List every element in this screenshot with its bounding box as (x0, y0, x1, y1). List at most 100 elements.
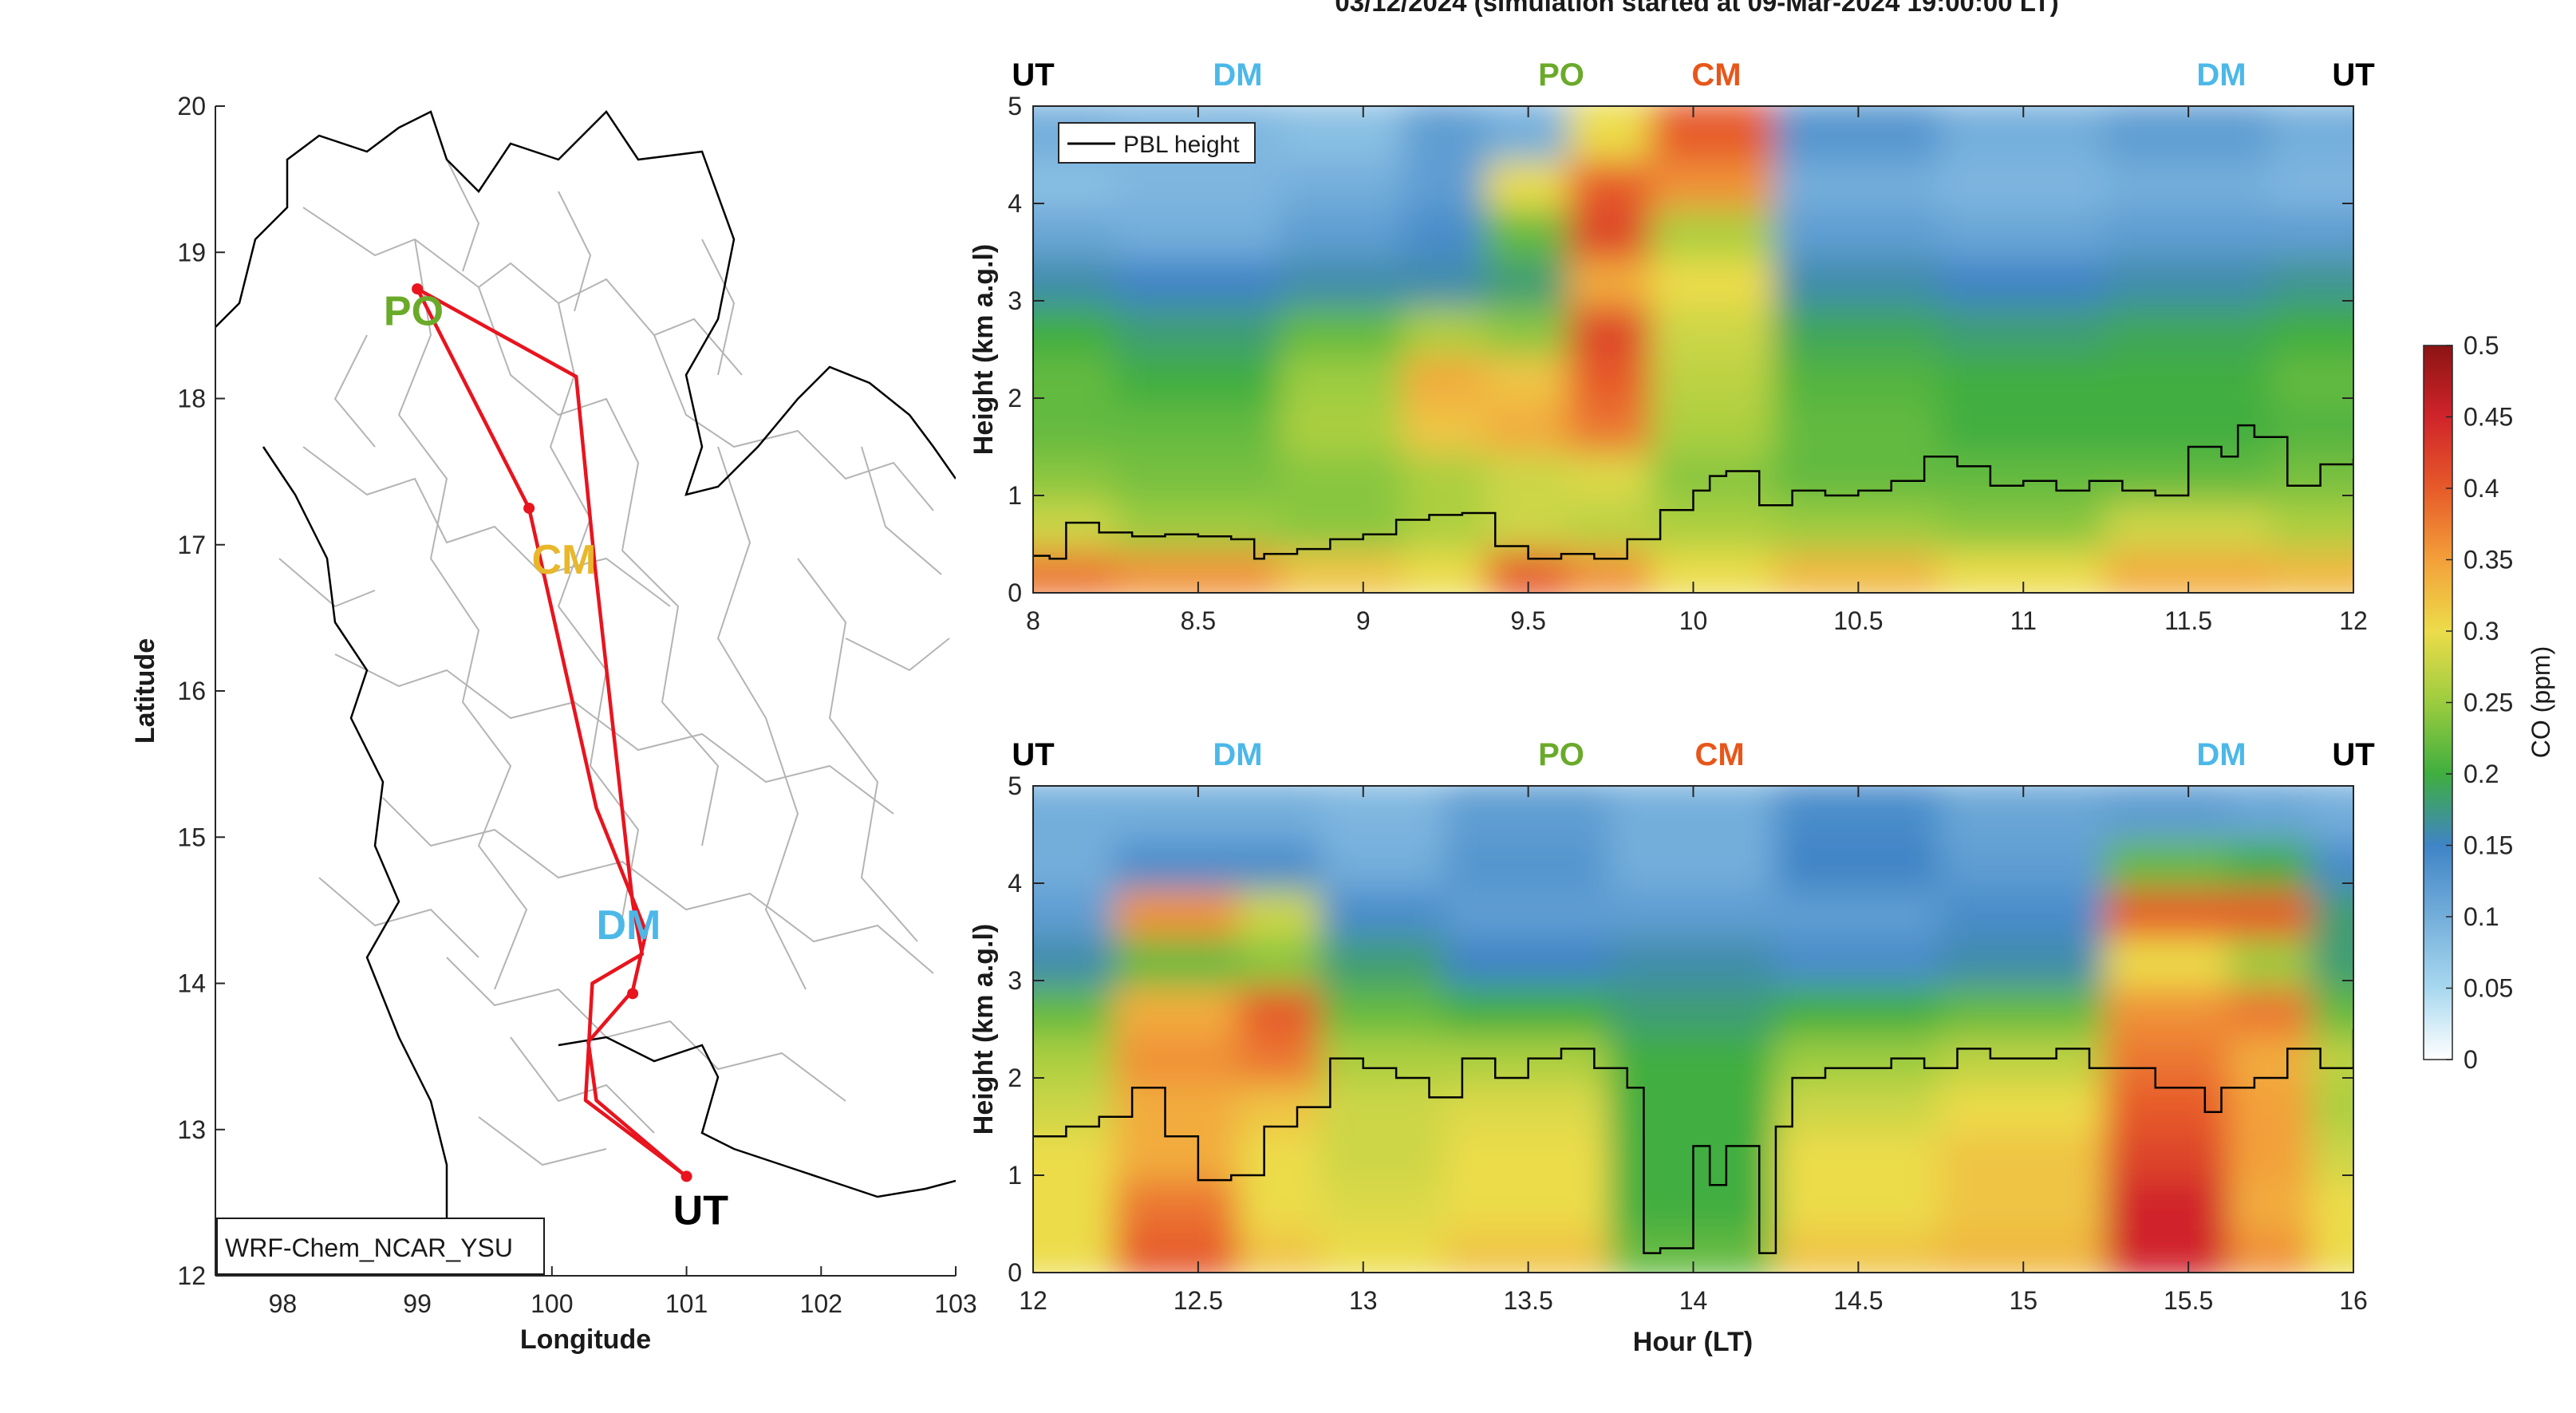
bottom-heatmap-cell (1237, 786, 1324, 842)
top-x-tick-label: 10 (1679, 606, 1708, 635)
map-y-tick-label: 12 (177, 1261, 206, 1290)
stop-labels: PO CM DM UT (384, 289, 728, 1234)
bottom-y-tick-label: 4 (1008, 869, 1022, 898)
bottom-y-ticks: 0 1 2 3 4 5 (1008, 772, 2353, 1287)
bottom-heatmap (1033, 786, 2353, 1273)
bottom-heatmap-cell (1033, 786, 1118, 842)
top-x-tick-label: 9.5 (1510, 606, 1545, 635)
bottom-y-tick-label: 1 (1008, 1161, 1022, 1190)
map-x-tick-label: 100 (531, 1289, 573, 1318)
map-y-ticks: 12 13 14 15 16 17 18 19 20 (177, 92, 956, 1290)
figure-title: 03/12/2024 (simulation started at 09-Mar… (1335, 0, 2058, 17)
colorbar-tick-label: 0.3 (2464, 617, 2499, 645)
top-heatmap-cell (2269, 106, 2353, 162)
bottom-site-label-dm: DM (1213, 737, 1262, 772)
top-heatmap-cell (1650, 106, 1777, 162)
top-site-label-cm: CM (1691, 57, 1741, 93)
map-y-tick-label: 17 (177, 531, 206, 559)
top-y-tick-label: 5 (1008, 92, 1022, 120)
top-heatmap-cells (1033, 106, 2353, 593)
bottom-y-tick-label: 5 (1008, 772, 1022, 800)
map-y-tick-label: 19 (177, 238, 206, 266)
bottom-heatmap-cell (2104, 786, 2231, 842)
colorbar-tick-label: 0.15 (2464, 831, 2513, 860)
stop-marker-po (412, 283, 424, 295)
map-stop-label-ut: UT (673, 1188, 729, 1234)
province-boundaries (278, 159, 950, 1166)
bottom-heatmap-cell (1114, 786, 1241, 842)
bottom-x-tick-label: 14 (1679, 1286, 1708, 1315)
bottom-heatmap-cell (2227, 786, 2314, 842)
bottom-x-tick-label: 13 (1349, 1286, 1378, 1315)
top-site-labels: UT DM PO CM DM UT (1012, 57, 2374, 93)
bottom-x-tick-label: 13.5 (1503, 1286, 1552, 1315)
bottom-x-tick-label: 12 (1019, 1286, 1047, 1315)
map-stop-label-po: PO (384, 289, 444, 335)
top-x-tick-label: 11 (2010, 606, 2037, 635)
map-stop-label-cm: CM (532, 537, 597, 583)
colorbar-label: CO (ppm) (2527, 646, 2555, 758)
top-x-tick-label: 8 (1026, 606, 1040, 635)
top-x-tick-label: 8.5 (1181, 606, 1216, 635)
top-pbl-line (1033, 424, 2353, 560)
colorbar-tick-label: 0.45 (2464, 403, 2513, 432)
bottom-site-labels: UT DM PO CM DM UT (1012, 737, 2374, 772)
bottom-x-tick-label: 14.5 (1833, 1286, 1883, 1315)
top-heatmap-cell (1402, 106, 1489, 162)
map-x-tick-label: 99 (403, 1289, 432, 1318)
bottom-y-label: Height (km a.g.l) (968, 924, 999, 1135)
bottom-y-tick-label: 3 (1008, 966, 1022, 995)
top-x-tick-label: 12 (2339, 606, 2368, 635)
bottom-x-tick-label: 15.5 (2164, 1286, 2213, 1315)
colorbar-tick-label: 0.5 (2464, 331, 2499, 360)
bottom-site-label-dm: DM (2196, 737, 2246, 772)
bottom-y-tick-label: 2 (1008, 1064, 1022, 1092)
map-basemap-lines (215, 110, 956, 1276)
map-x-tick-label: 102 (800, 1289, 842, 1318)
map-x-tick-label: 103 (934, 1289, 976, 1318)
top-y-tick-label: 4 (1008, 189, 1022, 218)
top-heatmap-cell (1568, 106, 1654, 162)
top-x-tick-label: 10.5 (1833, 606, 1883, 635)
colorbar-tick-label: 0.1 (2464, 902, 2499, 931)
map-x-tick-label: 101 (665, 1289, 708, 1318)
top-site-label-ut: UT (2332, 57, 2374, 93)
map-y-tick-label: 18 (177, 385, 206, 413)
top-site-label-dm: DM (1213, 57, 1262, 93)
colorbar-tick-label: 0.05 (2464, 974, 2513, 1003)
top-y-tick-label: 0 (1008, 578, 1022, 607)
top-x-tick-label: 9 (1356, 606, 1371, 635)
colorbar-tick-label: 0.35 (2464, 546, 2513, 574)
colorbar-ticks: 0 0.05 0.1 0.15 0.2 0.25 0.3 0.35 0.4 0.45 0.5 (2446, 331, 2513, 1074)
top-y-label: Height (km a.g.l) (968, 244, 999, 455)
bottom-x-ticks: 12 12.5 13 13.5 14 14.5 15 15.5 16 (1019, 786, 2368, 1315)
bottom-site-label-cm: CM (1694, 737, 1744, 772)
top-y-tick-label: 2 (1008, 384, 1022, 412)
bottom-pbl-height-line (1033, 1029, 2353, 1254)
top-pbl-height-line (1033, 424, 2353, 560)
colorbar: 0 0.05 0.1 0.15 0.2 0.25 0.3 0.35 0.4 0.45 0.5 CO … (2423, 331, 2555, 1074)
bottom-y-tick-label: 0 (1008, 1258, 1022, 1287)
map-y-label: Latitude (130, 638, 160, 744)
bottom-site-label-ut: UT (2332, 737, 2374, 772)
top-x-tick-label: 11.5 (2164, 606, 2212, 635)
top-site-label-dm: DM (2196, 57, 2246, 93)
stop-marker-ut (680, 1170, 692, 1182)
colorbar-tick-label: 0.2 (2464, 760, 2499, 788)
map-y-tick-label: 16 (177, 677, 206, 705)
bottom-heatmap-cell (1320, 786, 1448, 842)
country-border (215, 110, 956, 1276)
top-heatmap-cell (1279, 106, 1406, 162)
top-y-tick-label: 3 (1008, 286, 1022, 315)
colorbar-tick-label: 0 (2464, 1045, 2478, 1074)
bottom-site-label-ut: UT (1012, 737, 1054, 772)
top-site-label-ut: UT (1012, 57, 1054, 93)
pbl-legend-box (1058, 122, 1256, 164)
model-label: WRF-Chem_NCAR_YSU (225, 1233, 513, 1262)
model-label-box (216, 1218, 545, 1275)
map-y-tick-label: 13 (177, 1115, 206, 1144)
bottom-x-tick-label: 15 (2009, 1286, 2038, 1315)
